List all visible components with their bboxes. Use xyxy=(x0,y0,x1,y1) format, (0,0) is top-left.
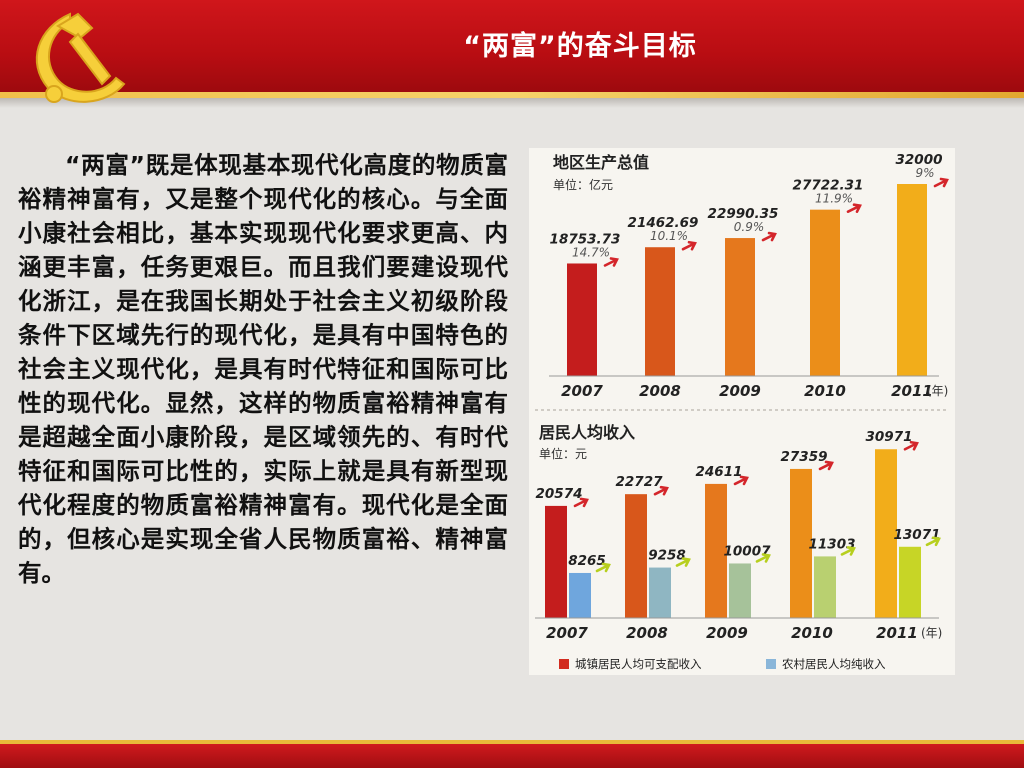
legend-rural-label: 农村居民人均纯收入 xyxy=(782,657,886,671)
growth-arrow-icon xyxy=(761,231,777,242)
urban-income-bar xyxy=(790,468,812,618)
gdp-bar xyxy=(645,247,675,376)
legend-urban-swatch xyxy=(559,659,569,669)
rural-growth-arrow-icon xyxy=(925,536,941,547)
chart1-x-tick-label: 2007 xyxy=(561,382,603,400)
urban-income-bar xyxy=(545,505,567,618)
chart2-x-suffix: (年) xyxy=(921,626,942,640)
gdp-growth-label: 0.9% xyxy=(734,220,765,234)
growth-arrow-icon xyxy=(681,240,697,251)
chart1-unit-label: 单位：亿元 xyxy=(553,177,613,192)
urban-growth-arrow-icon xyxy=(653,485,669,496)
rural-growth-arrow-icon xyxy=(755,553,771,563)
urban-income-bar xyxy=(625,494,647,618)
chart2-title: 居民人均收入 xyxy=(539,423,635,442)
urban-income-value-label: 22727 xyxy=(616,474,664,490)
chart1-x-tick-label: 2009 xyxy=(719,382,761,400)
rural-income-bar xyxy=(649,567,671,618)
urban-growth-arrow-icon xyxy=(733,475,749,486)
header-shadow xyxy=(0,98,1024,108)
chart2-x-tick-label: 2007 xyxy=(546,624,588,642)
urban-income-value-label: 27359 xyxy=(781,449,828,465)
gdp-bar xyxy=(567,263,597,376)
chart2-x-tick-label: 2010 xyxy=(791,624,833,642)
rural-income-bar xyxy=(814,556,836,618)
rural-growth-arrow-icon xyxy=(595,562,611,573)
page-title: “两富”的奋斗目标 xyxy=(463,31,697,62)
chart-panel: 地区生产总值单位：亿元 18753.73 14.7% 21462.69 10.1% 229… xyxy=(529,148,955,675)
gdp-value-label: 18753.73 xyxy=(550,231,621,247)
rural-income-value-label: 9258 xyxy=(648,548,686,564)
growth-arrow-icon xyxy=(846,203,862,213)
body-paragraph: “两富”既是体现基本现代化高度的物质富裕精神富有，又是整个现代化的核心。与全面小… xyxy=(18,151,508,587)
urban-growth-arrow-icon xyxy=(573,497,589,508)
footer-gold-stripe xyxy=(0,740,1024,744)
chart1-title: 地区生产总值 xyxy=(553,153,649,172)
gdp-growth-label: 10.1% xyxy=(650,229,688,243)
urban-income-value-label: 30971 xyxy=(866,429,913,445)
rural-income-bar xyxy=(569,572,591,618)
rural-income-value-label: 11303 xyxy=(809,536,856,552)
legend-rural-swatch xyxy=(766,659,776,669)
gdp-growth-label: 9% xyxy=(915,166,934,180)
hammer-sickle-emblem-icon xyxy=(35,12,126,103)
rural-income-value-label: 8265 xyxy=(568,553,606,569)
legend-urban-label: 城镇居民人均可支配收入 xyxy=(575,657,702,671)
rural-income-value-label: 10007 xyxy=(724,543,772,559)
rural-income-value-label: 13071 xyxy=(894,527,941,543)
chart2-unit-label: 单位：元 xyxy=(539,446,587,461)
urban-income-bar xyxy=(705,483,727,618)
rural-income-bar xyxy=(729,563,751,618)
gdp-growth-label: 14.7% xyxy=(572,245,610,259)
gdp-bar xyxy=(725,238,755,376)
chart2-x-tick-label: 2008 xyxy=(626,624,668,642)
gdp-bar xyxy=(897,184,927,376)
header-bar xyxy=(0,0,1024,92)
chart1-x-tick-label: 2008 xyxy=(639,382,681,400)
gdp-bar xyxy=(810,209,840,376)
gdp-growth-label: 11.9% xyxy=(815,192,853,206)
chart1-x-tick-label: 2010 xyxy=(804,382,846,400)
gdp-value-label: 27722.31 xyxy=(793,178,864,194)
chart2-x-tick-label: 2009 xyxy=(706,624,748,642)
urban-growth-arrow-icon xyxy=(903,440,919,451)
chart2-x-tick-label: 2011 xyxy=(876,624,918,642)
chart1-x-suffix: (年) xyxy=(927,384,948,398)
rural-income-bar xyxy=(899,546,921,618)
urban-income-value-label: 24611 xyxy=(696,464,743,480)
chart1-x-tick-label: 2011 xyxy=(891,382,933,400)
growth-arrow-icon xyxy=(933,177,949,188)
rural-growth-arrow-icon xyxy=(675,557,691,567)
urban-growth-arrow-icon xyxy=(818,460,834,471)
footer-bar xyxy=(0,744,1024,768)
gdp-value-label: 32000 xyxy=(896,152,943,168)
urban-income-bar xyxy=(875,449,897,618)
header-gold-stripe xyxy=(0,92,1024,98)
rural-growth-arrow-icon xyxy=(840,546,856,556)
growth-arrow-icon xyxy=(603,257,619,267)
urban-income-value-label: 20574 xyxy=(536,486,583,502)
gdp-value-label: 22990.35 xyxy=(708,206,779,222)
gdp-value-label: 21462.69 xyxy=(628,215,699,231)
